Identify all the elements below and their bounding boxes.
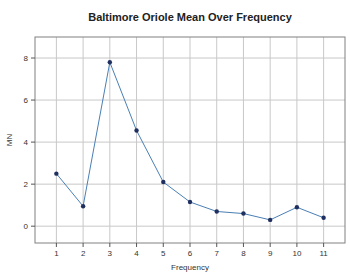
- background: [0, 0, 350, 279]
- y-grid-line: [35, 142, 345, 143]
- x-tick-label: 3: [108, 249, 113, 258]
- x-grid-line: [190, 37, 191, 243]
- x-tick-label: 2: [81, 249, 86, 258]
- data-point: [321, 216, 325, 220]
- y-tick: [31, 226, 35, 227]
- x-tick: [136, 243, 137, 247]
- x-tick: [243, 243, 244, 247]
- data-point: [215, 209, 219, 213]
- y-tick-label: 0: [24, 222, 29, 231]
- x-tick: [109, 243, 110, 247]
- x-tick-label: 7: [214, 249, 219, 258]
- y-grid-line: [35, 58, 345, 59]
- axes: 1 2 3 4 5 6 7 8 9 10 11 0 2 4 6 8: [24, 54, 329, 258]
- x-tick-label: 11: [319, 249, 328, 258]
- x-grid-line: [270, 37, 271, 243]
- chart-title: Baltimore Oriole Mean Over Frequency: [88, 11, 292, 23]
- y-grid-line: [35, 226, 345, 227]
- x-tick: [323, 243, 324, 247]
- y-tick-label: 2: [24, 180, 29, 189]
- data-point: [295, 205, 299, 209]
- y-tick-label: 6: [24, 96, 29, 105]
- data-point: [188, 200, 192, 204]
- data-point: [161, 180, 165, 184]
- x-tick: [296, 243, 297, 247]
- data-point: [241, 211, 245, 215]
- x-grid-line: [136, 37, 137, 243]
- x-tick: [56, 243, 57, 247]
- y-tick: [31, 100, 35, 101]
- x-grid-line: [296, 37, 297, 243]
- x-tick-label: 4: [134, 249, 139, 258]
- data-point: [134, 128, 138, 132]
- x-grid-line: [109, 37, 110, 243]
- x-tick-label: 10: [292, 249, 301, 258]
- x-tick-label: 5: [161, 249, 166, 258]
- chart-root: Baltimore Oriole Mean Over Frequency 1 2 3 4…: [0, 0, 350, 279]
- x-tick-label: 1: [54, 249, 59, 258]
- x-tick-label: 6: [188, 249, 193, 258]
- x-grid-line: [56, 37, 57, 243]
- x-grid-line: [323, 37, 324, 243]
- y-axis-label: MN: [5, 134, 14, 147]
- x-tick-label: 9: [268, 249, 273, 258]
- data-group: [54, 60, 326, 222]
- data-point: [81, 204, 85, 208]
- y-tick: [31, 142, 35, 143]
- data-point: [108, 60, 112, 64]
- data-line: [56, 62, 323, 220]
- y-tick-label: 8: [24, 54, 29, 63]
- chart-svg: Baltimore Oriole Mean Over Frequency 1 2 3 4…: [0, 0, 350, 279]
- x-tick-label: 8: [241, 249, 246, 258]
- y-tick: [31, 58, 35, 59]
- x-tick: [270, 243, 271, 247]
- x-grid-line: [83, 37, 84, 243]
- x-tick: [190, 243, 191, 247]
- data-point: [54, 171, 58, 175]
- plot-frame: [35, 37, 345, 243]
- y-tick: [31, 184, 35, 185]
- x-tick: [83, 243, 84, 247]
- x-grid-line: [163, 37, 164, 243]
- data-point: [268, 218, 272, 222]
- x-axis-label: Frequency: [171, 263, 209, 272]
- y-grid-line: [35, 184, 345, 185]
- x-tick: [163, 243, 164, 247]
- x-tick: [216, 243, 217, 247]
- grid: [35, 37, 345, 243]
- y-grid-line: [35, 100, 345, 101]
- y-tick-label: 4: [24, 138, 29, 147]
